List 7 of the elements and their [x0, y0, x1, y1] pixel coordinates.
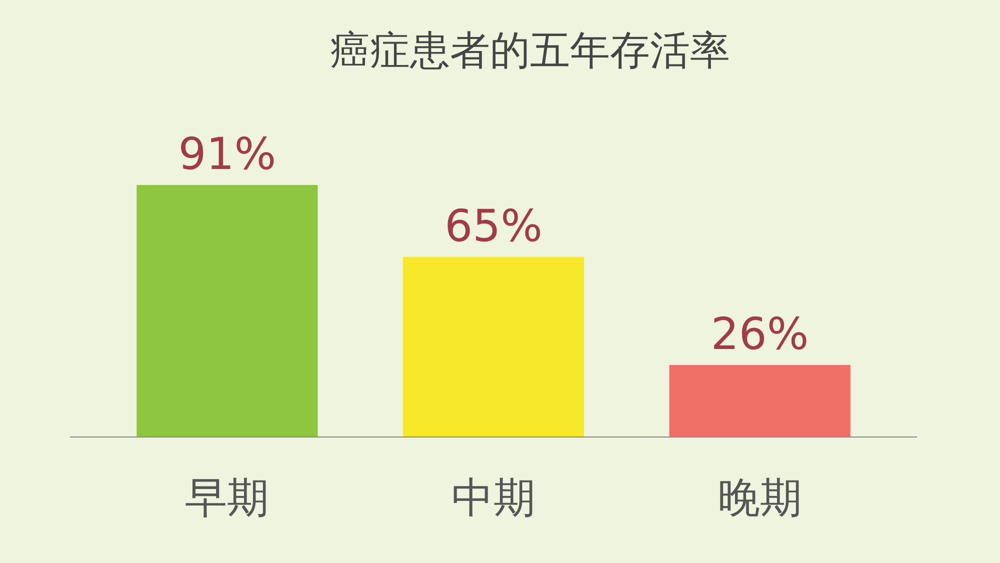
x-tick-label: 中期 — [452, 473, 536, 522]
data-label: 26% — [710, 309, 809, 360]
x-tick-label: 早期 — [185, 473, 270, 522]
data-label: 91% — [178, 129, 276, 180]
chart-title: 癌症患者的五年存活率 — [330, 28, 730, 74]
x-tick-label: 晚期 — [718, 473, 802, 522]
data-label: 65% — [444, 201, 542, 252]
